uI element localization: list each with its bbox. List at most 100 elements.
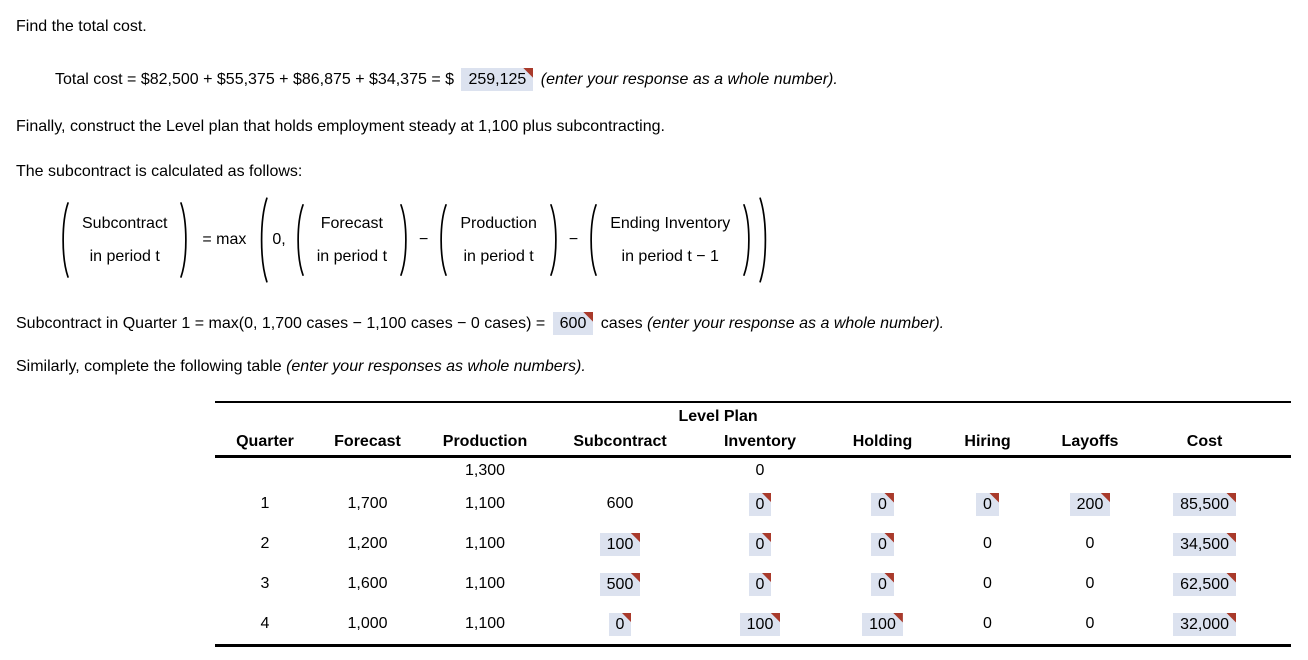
answer-box[interactable]: 100 [599, 532, 641, 556]
table-cell [830, 457, 935, 485]
table-cell: 34,500 [1140, 524, 1291, 564]
column-header: Layoffs [1040, 428, 1140, 458]
answer-box[interactable]: 100 [862, 612, 903, 636]
answer-box[interactable]: 0 [748, 572, 772, 596]
table-title: Level Plan [678, 408, 758, 425]
answer-corner-marker-icon [883, 532, 894, 543]
answer-box[interactable]: 500 [599, 572, 641, 596]
table-cell [1140, 457, 1291, 485]
table-cell: 200 [1040, 484, 1140, 524]
table-intro-note: (enter your responses as whole numbers). [286, 358, 586, 375]
table-row: 4 1,000 1,100 0 100 100 0 0 32,000 [215, 604, 1291, 646]
table-cell: 1,100 [464, 495, 506, 512]
quarter1-subcontract-line: Subcontract in Quarter 1 = max(0, 1,700 … [16, 312, 944, 335]
table-cell: 0 [1085, 535, 1095, 552]
answer-corner-marker-icon [1226, 612, 1237, 623]
formula-lhs: Subcontract in period t [70, 207, 179, 273]
answer-box[interactable]: 0 [748, 492, 772, 516]
table-cell: 0 [690, 484, 830, 524]
table-cell: 0 [1085, 615, 1095, 632]
formula-term-ending-inventory: Ending Inventory in period t − 1 [598, 207, 742, 273]
table-cell: 0 [690, 564, 830, 604]
table-cell: 0 [830, 564, 935, 604]
formula-term-line: in period t [463, 248, 534, 265]
open-paren-icon [585, 203, 598, 277]
table-row: 1,300 0 [215, 457, 1291, 485]
level-plan-intro-text: Finally, construct the Level plan that h… [16, 118, 665, 135]
table-cell: 1,700 [347, 495, 388, 512]
answer-box[interactable]: 0 [748, 532, 772, 556]
close-paren-icon [179, 201, 192, 279]
open-paren-icon [57, 201, 70, 279]
open-paren-icon [255, 196, 269, 284]
table-intro-line: Similarly, complete the following table … [16, 358, 586, 376]
table-cell: 0 [690, 524, 830, 564]
total-cost-equation: Total cost = $82,500 + $55,375 + $86,875… [55, 68, 838, 91]
answer-corner-marker-icon [630, 532, 641, 543]
table-header-row: Quarter Forecast Production Subcontract Inve… [215, 428, 1292, 458]
quarter1-unit: cases [600, 315, 643, 332]
open-paren-icon [435, 203, 448, 277]
answer-box[interactable]: 0 [871, 572, 894, 596]
column-header: Hiring [935, 428, 1040, 458]
level-plan-table: Level Plan Quarter Forecast Production Subc… [215, 401, 1292, 647]
answer-corner-marker-icon [770, 612, 781, 623]
table-cell [550, 457, 690, 485]
formula-term-line: Forecast [320, 215, 383, 232]
table-cell: 2 [260, 535, 270, 552]
table-row: 2 1,200 1,100 100 0 0 0 0 34,500 [215, 524, 1291, 564]
quarter1-subcontract-text: Subcontract in Quarter 1 = max(0, 1,700 … [16, 315, 546, 332]
formula-lhs-line1: Subcontract [82, 215, 168, 232]
subcontract-formula: Subcontract in period t = max 0, Forecas… [57, 196, 772, 284]
answer-box[interactable]: 62,500 [1173, 572, 1237, 596]
answer-box[interactable]: 0 [608, 612, 632, 636]
answer-box[interactable]: 0 [976, 492, 999, 516]
formula-term-line: Production [460, 215, 537, 232]
total-cost-answer-box[interactable]: 259,125 [461, 68, 534, 91]
answer-box[interactable]: 0 [871, 532, 894, 556]
table-cell: 0 [983, 575, 992, 592]
table-cell: 1 [260, 495, 270, 512]
answer-box[interactable]: 200 [1069, 492, 1111, 516]
table-cell: 1,100 [464, 575, 506, 592]
quarter1-answer-box[interactable]: 600 [552, 312, 594, 335]
table-cell: 85,500 [1140, 484, 1291, 524]
answer-corner-marker-icon [761, 492, 772, 503]
table-cell: 100 [690, 604, 830, 646]
table-row: 1 1,700 1,100 600 0 0 0 200 85,500 [215, 484, 1291, 524]
table-cell [1040, 457, 1140, 485]
total-cost-equation-text: Total cost = $82,500 + $55,375 + $86,875… [55, 71, 454, 88]
table-cell [215, 457, 315, 485]
formula-equals-max: = max [202, 231, 247, 248]
answer-box[interactable]: 100 [739, 612, 781, 636]
table-cell: 0 [935, 484, 1040, 524]
table-row: 3 1,600 1,100 500 0 0 0 0 62,500 [215, 564, 1291, 604]
table-cell: 100 [550, 524, 690, 564]
answer-box[interactable]: 0 [871, 492, 894, 516]
total-cost-answer-value: 259,125 [468, 71, 527, 88]
table-cell: 3 [260, 575, 270, 592]
column-header: Holding [830, 428, 935, 458]
answer-corner-marker-icon [1226, 492, 1237, 503]
table-intro-text: Similarly, complete the following table [16, 358, 282, 375]
minus-sign: − [568, 231, 579, 248]
answer-corner-marker-icon [630, 572, 641, 583]
formula-lhs-line2: in period t [89, 248, 160, 265]
answer-box[interactable]: 34,500 [1173, 532, 1237, 556]
answer-box[interactable]: 32,000 [1173, 612, 1237, 636]
column-header: Production [420, 428, 550, 458]
table-cell: 1,200 [347, 535, 388, 552]
table-cell: 600 [606, 495, 634, 512]
formula-term-production: Production in period t [448, 207, 549, 273]
answer-box[interactable]: 85,500 [1173, 492, 1237, 516]
close-paren-icon [549, 203, 562, 277]
table-cell: 0 [755, 462, 765, 479]
column-header: Subcontract [550, 428, 690, 458]
answer-corner-marker-icon [523, 68, 534, 78]
table-cell: 1,300 [464, 462, 506, 479]
minus-sign: − [419, 231, 429, 248]
answer-corner-marker-icon [988, 492, 999, 503]
close-paren-icon [742, 203, 755, 277]
find-total-cost-text: Find the total cost. [16, 18, 147, 35]
answer-corner-marker-icon [883, 572, 894, 583]
